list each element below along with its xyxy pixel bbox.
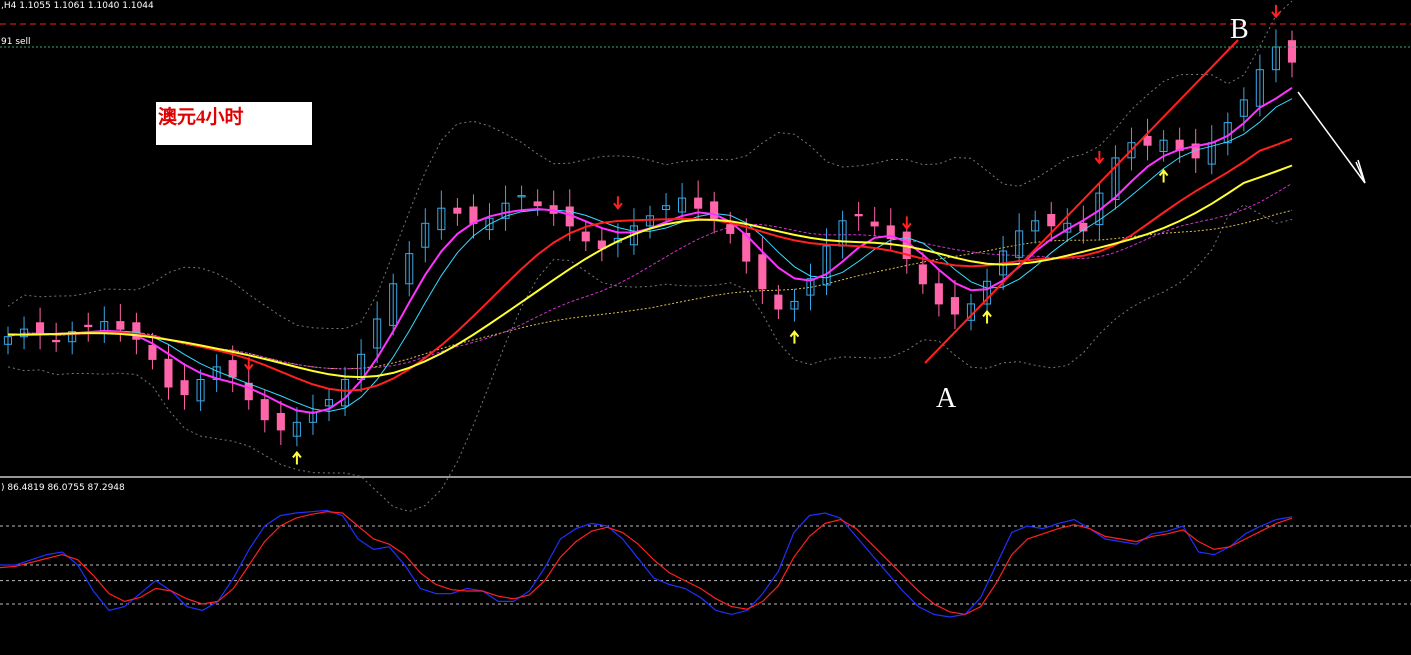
candles [3,29,1297,447]
candle-up [373,318,382,349]
candle-down [260,399,269,421]
symbol-info: ,H4 1.1055 1.1061 1.1040 1.1044 [1,1,154,11]
candle-down [533,201,542,207]
bollinger-bands [7,0,1293,513]
candle-up [517,195,526,198]
candle-up [389,283,398,326]
candle-down [934,283,943,305]
candle-down [1047,214,1056,227]
candle-up [1031,220,1040,232]
candle-up [341,379,350,407]
band-upper [7,0,1293,329]
candle-up [1271,46,1281,71]
trend-line-red [924,39,1239,364]
candle-down [228,360,237,378]
buy-arrow-icon [292,450,302,465]
trend-arrow-head [1355,159,1366,184]
candle-up [292,421,301,437]
candle-up [1015,230,1024,258]
candle-up [437,207,446,231]
trend-line-white [1297,91,1366,184]
candle-down [244,382,253,401]
sell-arrow-icon [1271,4,1281,19]
candle-up [662,205,671,210]
candle-up [421,222,430,248]
point-a-label: A [936,383,957,414]
sell-arrow-icon [243,357,254,372]
title-box-text: 澳元4小时 [158,105,244,128]
candle-up [1255,69,1264,107]
candle-down [950,297,960,315]
candle-up [501,202,510,219]
candle-down [758,254,767,290]
signal-arrows [243,4,1281,465]
candle-up [678,197,687,213]
candle-down [1287,40,1297,63]
candle-down [774,294,783,310]
candle-down [116,321,125,330]
sell-arrow-icon [613,196,623,210]
candle-down [180,380,189,396]
buy-arrow-icon [982,309,992,324]
candle-up [485,217,494,231]
buy-arrow-icon [789,330,800,344]
ma-red [7,137,1293,392]
candle-down [36,322,45,335]
oscillator-values: ) 86.4819 86.0755 87.2948 [1,483,125,493]
sell-arrow-icon [1094,150,1105,165]
candle-down [726,224,735,234]
candle-up [1127,142,1136,159]
candle-down [1143,135,1152,146]
fast-moving-averages [7,86,1293,415]
buy-arrow-icon [1158,168,1169,183]
candle-up [68,331,77,343]
candle-down [164,358,173,388]
candle-up [1239,99,1248,117]
oscillator-main-line [0,509,1293,618]
candle-up [983,280,992,305]
candle-down [918,264,927,285]
title-box [156,102,312,145]
candle-down [453,207,462,214]
candle-up [3,336,12,345]
candle-up [645,215,655,227]
oscillator-lines [0,509,1293,618]
candle-down [1191,143,1200,159]
candle-up [822,245,831,286]
candle-up [20,328,29,338]
candle-down [886,225,895,239]
ma-yellow [8,164,1293,379]
candle-down [1079,222,1088,232]
sell-arrow-icon [902,216,912,230]
candle-up [324,399,333,407]
candle-up [806,278,815,296]
ma-cyan [7,98,1293,413]
candle-down [148,345,157,360]
candle-up [405,253,414,285]
candle-down [52,339,61,343]
band-lower [7,204,1293,513]
candle-down [132,322,141,340]
candle-down [742,232,751,262]
point-b-label: B [1230,14,1249,45]
candle-down [710,201,719,219]
candle-down [276,413,285,431]
candle-up [790,300,799,310]
candle-up [1111,157,1120,200]
candle-down [854,214,863,217]
candle-down [694,197,703,209]
candle-down [870,221,879,227]
candle-down [84,324,93,328]
order-line-label: 91 sell [1,37,31,47]
oscillator-grid [0,525,1411,605]
candle-down [581,231,590,242]
candle-up [196,379,205,402]
oscillator-signal-line [0,511,1293,616]
candle-up [1159,139,1168,152]
candle-up [1095,192,1104,226]
